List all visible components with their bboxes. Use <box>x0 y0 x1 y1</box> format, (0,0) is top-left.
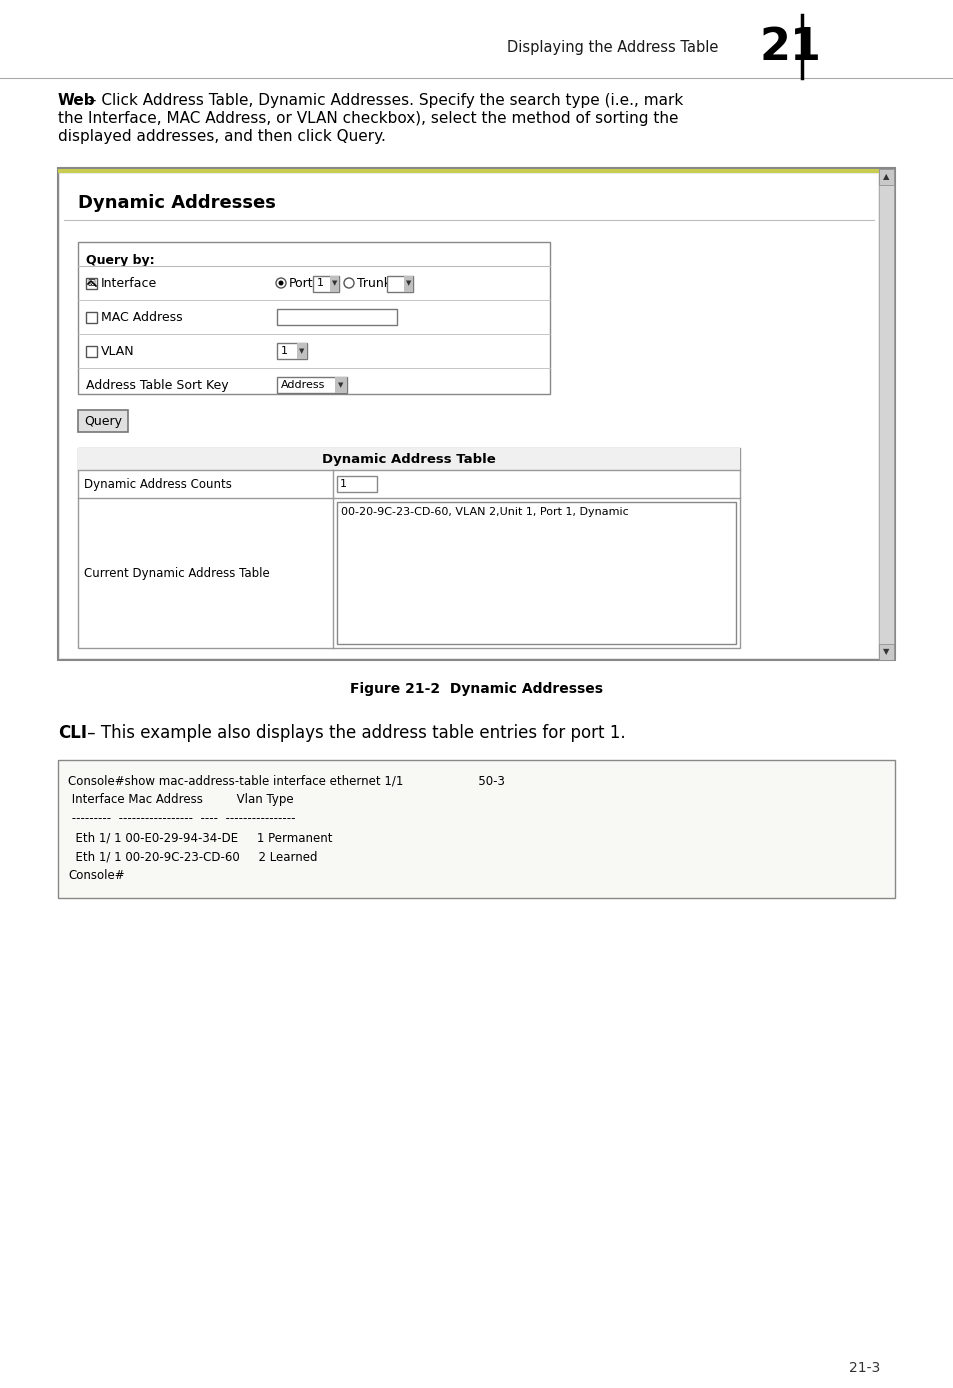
Text: Dynamic Address Counts: Dynamic Address Counts <box>84 477 232 490</box>
Text: Query by:: Query by: <box>86 254 154 266</box>
Text: Trunk: Trunk <box>356 276 391 290</box>
Bar <box>878 644 893 661</box>
Text: Web: Web <box>58 93 95 108</box>
Bar <box>58 168 894 661</box>
Text: MAC Address: MAC Address <box>101 311 182 323</box>
Text: 21: 21 <box>760 25 821 68</box>
Text: 00-20-9C-23-CD-60, VLAN 2,Unit 1, Port 1, Dynamic: 00-20-9C-23-CD-60, VLAN 2,Unit 1, Port 1… <box>340 507 628 516</box>
Bar <box>878 169 893 185</box>
Bar <box>276 378 347 393</box>
Text: – This example also displays the address table entries for port 1.: – This example also displays the address… <box>82 725 625 743</box>
Text: 1: 1 <box>281 346 288 355</box>
Bar <box>78 448 740 648</box>
Text: the Interface, MAC Address, or VLAN checkbox), select the method of sorting the: the Interface, MAC Address, or VLAN chec… <box>58 111 678 126</box>
Text: 21-3: 21-3 <box>848 1362 879 1376</box>
Text: Current Dynamic Address Table: Current Dynamic Address Table <box>84 566 270 580</box>
Text: ▼: ▼ <box>299 348 304 354</box>
Text: 1: 1 <box>339 479 347 489</box>
Text: ▼: ▼ <box>882 647 889 657</box>
Text: Eth 1/ 1 00-E0-29-94-34-DE     1 Permanent: Eth 1/ 1 00-E0-29-94-34-DE 1 Permanent <box>68 831 333 844</box>
Bar <box>296 343 307 359</box>
Text: ---------  -----------------  ----  ----------------: --------- ----------------- ---- -------… <box>68 812 295 824</box>
Bar <box>86 278 97 289</box>
Text: Console#: Console# <box>68 869 125 881</box>
Text: Dynamic Address Table: Dynamic Address Table <box>322 452 496 465</box>
Bar <box>78 448 740 471</box>
Bar <box>335 378 347 393</box>
Text: VLAN: VLAN <box>101 344 134 358</box>
Text: Interface Mac Address         Vlan Type: Interface Mac Address Vlan Type <box>68 793 294 806</box>
Text: Eth 1/ 1 00-20-9C-23-CD-60     2 Learned: Eth 1/ 1 00-20-9C-23-CD-60 2 Learned <box>68 849 317 863</box>
Text: Address: Address <box>281 380 325 390</box>
Text: Address Table Sort Key: Address Table Sort Key <box>86 379 229 391</box>
Circle shape <box>278 280 283 286</box>
Text: – Click Address Table, Dynamic Addresses. Specify the search type (i.e., mark: – Click Address Table, Dynamic Addresses… <box>84 93 682 108</box>
Text: ▼: ▼ <box>332 280 337 286</box>
Bar <box>276 343 307 359</box>
Text: Console#show mac-address-table interface ethernet 1/1                    50-3: Console#show mac-address-table interface… <box>68 775 504 787</box>
Text: ▲: ▲ <box>882 172 889 182</box>
Text: 1: 1 <box>316 278 324 287</box>
Text: Interface: Interface <box>101 276 157 290</box>
Circle shape <box>275 278 286 287</box>
Text: Port: Port <box>289 276 314 290</box>
Bar <box>336 476 376 491</box>
Bar <box>276 310 396 325</box>
Bar <box>387 276 413 291</box>
Bar <box>78 409 128 432</box>
Text: Dynamic Addresses: Dynamic Addresses <box>78 194 275 212</box>
Text: Figure 21-2  Dynamic Addresses: Figure 21-2 Dynamic Addresses <box>350 682 602 695</box>
Bar <box>60 174 877 658</box>
Text: CLI: CLI <box>58 725 87 743</box>
Bar <box>878 169 893 659</box>
Bar <box>313 276 338 291</box>
Text: displayed addresses, and then click Query.: displayed addresses, and then click Quer… <box>58 129 385 144</box>
Text: ▼: ▼ <box>406 280 412 286</box>
Bar <box>78 242 550 394</box>
Circle shape <box>344 278 354 287</box>
Text: Query: Query <box>84 415 122 428</box>
Bar <box>86 346 97 357</box>
Bar <box>58 169 878 174</box>
Bar <box>86 312 97 323</box>
Bar <box>58 761 894 898</box>
Bar <box>403 276 413 291</box>
Bar <box>336 502 735 644</box>
Text: Displaying the Address Table: Displaying the Address Table <box>506 39 718 54</box>
Text: ☑: ☑ <box>88 279 95 287</box>
Bar <box>330 276 338 291</box>
Text: ▼: ▼ <box>338 382 343 389</box>
